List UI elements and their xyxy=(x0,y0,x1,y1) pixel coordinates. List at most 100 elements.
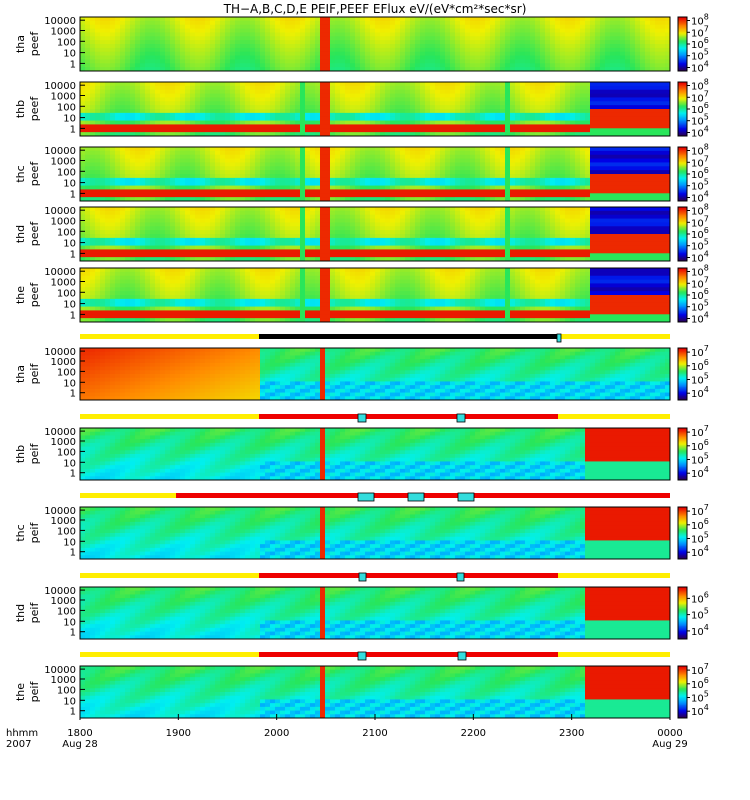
spectrogram-cell xyxy=(435,25,441,29)
spectrogram-cell xyxy=(630,52,636,56)
spectrogram-cell xyxy=(415,121,421,125)
spectrogram-cell xyxy=(495,63,501,67)
spectrogram-cell xyxy=(160,86,166,90)
spectrogram-cell xyxy=(585,113,591,117)
spectrogram-cell xyxy=(130,151,136,155)
spectrogram-cell xyxy=(585,101,591,105)
spectrogram-cell xyxy=(240,44,246,48)
spectrogram-cell xyxy=(560,63,566,67)
spectrogram-cell xyxy=(590,174,596,178)
spectrogram-cell xyxy=(375,109,381,113)
spectrogram-cell xyxy=(545,170,551,174)
spectrogram-cell xyxy=(575,174,581,178)
spectrogram-cell xyxy=(80,48,86,52)
spectrogram-cell xyxy=(175,155,181,159)
spectrogram-cell xyxy=(600,113,606,117)
spectrogram-cell xyxy=(630,155,636,159)
spectrogram-cell xyxy=(645,105,651,109)
spectrogram-cell xyxy=(160,170,166,174)
spectrogram-cell xyxy=(435,174,441,178)
spectrogram-cell xyxy=(170,59,176,63)
spectrogram-cell xyxy=(445,101,451,105)
spectrogram-cell xyxy=(190,170,196,174)
spectrogram-cell xyxy=(310,48,316,52)
spectrogram-cell xyxy=(255,159,261,163)
spectrogram-cell xyxy=(390,182,396,186)
spectrogram-cell xyxy=(500,17,506,21)
spectrogram-cell xyxy=(340,186,346,190)
spectrogram-cell xyxy=(315,128,321,132)
spectrogram-cell xyxy=(410,105,416,109)
spectrogram-cell xyxy=(170,128,176,132)
spectrogram-cell xyxy=(420,52,426,56)
spectrogram-cell xyxy=(650,52,656,56)
spectrogram-cell xyxy=(310,101,316,105)
spectrogram-cell xyxy=(270,121,276,125)
spectrogram-cell xyxy=(425,166,431,170)
spectrogram-cell xyxy=(250,21,256,25)
spectrogram-cell xyxy=(280,113,286,117)
spectrogram-cell xyxy=(425,178,431,182)
spectrogram-cell xyxy=(215,109,221,113)
spectrogram-cell xyxy=(660,21,666,25)
spectrogram-cell xyxy=(625,63,631,67)
spectrogram-cell xyxy=(210,147,216,151)
spectrogram-cell xyxy=(355,151,361,155)
spectrogram-cell xyxy=(505,32,511,36)
spectrogram-cell xyxy=(500,182,506,186)
spectrogram-cell xyxy=(150,113,156,117)
spectrogram-cell xyxy=(230,147,236,151)
spectrogram-cell xyxy=(640,128,646,132)
spectrogram-cell xyxy=(180,29,186,33)
spectrogram-cell xyxy=(145,17,151,21)
spectrogram-cell xyxy=(505,105,511,109)
spectrogram-cell xyxy=(340,21,346,25)
spectrogram-cell xyxy=(625,59,631,63)
spectrogram-cell xyxy=(465,48,471,52)
spectrogram-cell xyxy=(275,166,281,170)
spectrogram-cell xyxy=(155,147,161,151)
spectrogram-cell xyxy=(600,97,606,101)
spectrogram-cell xyxy=(135,56,141,60)
spectrogram-cell xyxy=(440,52,446,56)
spectrogram-cell xyxy=(520,59,526,63)
spectrogram-cell xyxy=(395,174,401,178)
spectrogram-cell xyxy=(470,178,476,182)
spectrogram-cell xyxy=(600,186,606,190)
spectrogram-cell xyxy=(650,82,656,86)
spectrogram-cell xyxy=(105,36,111,40)
spectrogram-cell xyxy=(135,44,141,48)
spectrogram-cell xyxy=(585,178,591,182)
spectrogram-cell xyxy=(335,90,341,94)
spectrogram-cell xyxy=(525,90,531,94)
spectrogram-cell xyxy=(545,86,551,90)
spectrogram-cell xyxy=(495,94,501,98)
spectrogram-cell xyxy=(280,166,286,170)
spectrogram-cell xyxy=(420,94,426,98)
spectrogram-cell xyxy=(615,25,621,29)
spectrogram-cell xyxy=(650,121,656,125)
spectrogram-cell xyxy=(610,94,616,98)
spectrogram-cell xyxy=(575,101,581,105)
spectrogram-cell xyxy=(370,124,376,128)
spectrogram-cell xyxy=(330,109,336,113)
spectrogram-cell xyxy=(265,174,271,178)
spectrogram-cell xyxy=(460,82,466,86)
spectrogram-cell xyxy=(225,113,231,117)
spectrogram-cell xyxy=(520,94,526,98)
spectrogram-cell xyxy=(130,109,136,113)
spectrogram-cell xyxy=(250,56,256,60)
spectrogram-cell xyxy=(470,109,476,113)
spectrogram-cell xyxy=(615,52,621,56)
spectrogram-cell xyxy=(165,117,171,121)
spectrogram-cell xyxy=(110,25,116,29)
spectrogram-cell xyxy=(455,193,461,197)
spectrogram-cell xyxy=(230,186,236,190)
spectrogram-cell xyxy=(165,121,171,125)
spectrogram-cell xyxy=(585,186,591,190)
spectrogram-cell xyxy=(105,82,111,86)
spectrogram-cell xyxy=(240,48,246,52)
spectrogram-cell xyxy=(320,128,326,132)
spectrogram-cell xyxy=(610,21,616,25)
spectrogram-cell xyxy=(495,48,501,52)
